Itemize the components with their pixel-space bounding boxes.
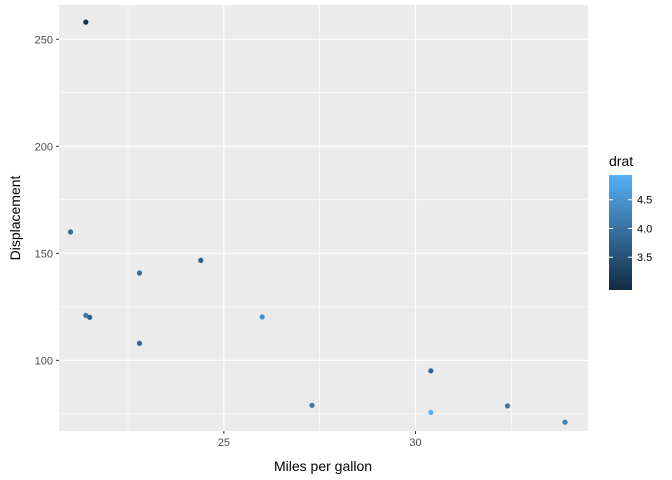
plot-panel: [59, 5, 588, 431]
data-point: [259, 314, 265, 320]
legend-title: drat: [609, 153, 633, 169]
legend-colorbar: [609, 175, 632, 290]
color-legend: drat 3.5 4.0 4.5: [609, 153, 652, 290]
x-tick-label: 30: [409, 437, 421, 449]
data-point: [198, 257, 204, 263]
y-tick-label: 200: [35, 141, 53, 153]
data-point: [83, 19, 89, 25]
legend-label: 3.5: [637, 252, 652, 264]
major-gridlines: [59, 5, 588, 431]
data-point: [87, 314, 93, 320]
data-points: [67, 19, 568, 425]
data-point: [67, 229, 74, 235]
axis-ticks: 25 30 100 150 200 250: [35, 34, 422, 449]
x-axis-title: Miles per gallon: [274, 458, 372, 474]
data-point: [309, 402, 315, 408]
y-axis-title: Displacement: [7, 175, 23, 260]
data-point: [136, 340, 143, 346]
data-point: [428, 368, 434, 374]
data-point: [83, 312, 89, 319]
x-tick-label: 25: [218, 437, 230, 449]
legend-label: 4.5: [637, 195, 652, 207]
data-point: [504, 403, 511, 409]
legend-tick-marks: 3.5 4.0 4.5: [609, 195, 652, 264]
data-point: [562, 419, 568, 425]
data-point: [136, 270, 143, 276]
y-tick-label: 150: [35, 248, 53, 260]
minor-gridlines: [59, 5, 588, 431]
y-tick-label: 100: [35, 355, 53, 367]
legend-label: 4.0: [637, 223, 652, 235]
y-tick-label: 250: [35, 34, 53, 46]
data-point: [428, 409, 434, 415]
